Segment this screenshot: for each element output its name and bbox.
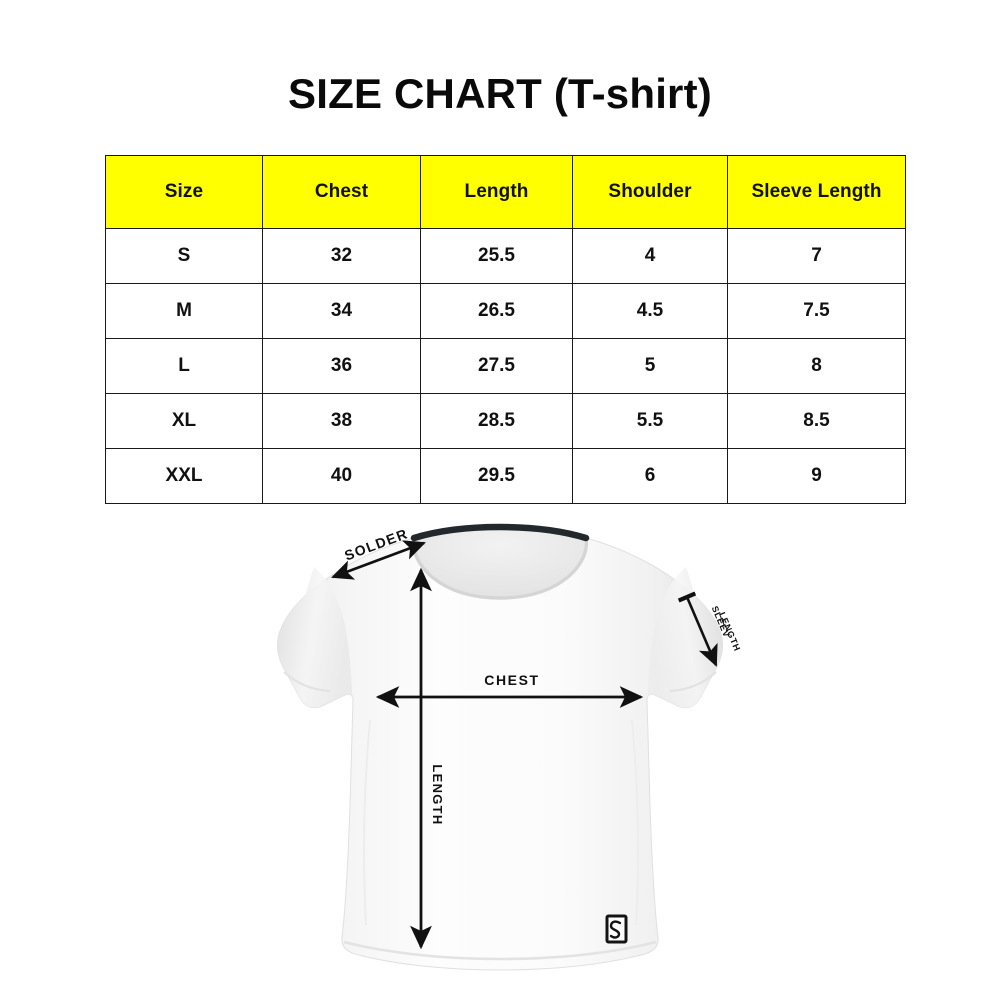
tshirt-neck-back-band bbox=[410, 523, 590, 542]
tshirt-fold-right bbox=[631, 719, 640, 926]
tshirt-left-sleeve-hem bbox=[283, 671, 331, 693]
column-header-chest: Chest bbox=[262, 155, 421, 229]
shoulder-arrow bbox=[331, 540, 426, 580]
cell-shoulder: 5.5 bbox=[572, 393, 728, 449]
cell-sleeve-length: 7 bbox=[727, 228, 906, 284]
cell-length: 26.5 bbox=[420, 283, 573, 339]
table-row: S 32 25.5 4 7 bbox=[105, 228, 906, 284]
size-chart-table: Size Chest Length Shoulder Sleeve Length… bbox=[105, 155, 906, 504]
cell-shoulder: 6 bbox=[572, 448, 728, 504]
cell-size: L bbox=[105, 338, 263, 394]
cell-sleeve-length: 7.5 bbox=[727, 283, 906, 339]
column-header-shoulder: Shoulder bbox=[572, 155, 728, 229]
cell-shoulder: 5 bbox=[572, 338, 728, 394]
cell-shoulder: 4 bbox=[572, 228, 728, 284]
column-header-sleeve-length: Sleeve Length bbox=[727, 155, 906, 229]
cell-sleeve-length: 8 bbox=[727, 338, 906, 394]
column-header-size: Size bbox=[105, 155, 263, 229]
table-row: M 34 26.5 4.5 7.5 bbox=[105, 283, 906, 339]
tshirt-bottom-hem bbox=[343, 940, 657, 961]
table-row: XL 38 28.5 5.5 8.5 bbox=[105, 393, 906, 449]
tshirt-measurement-diagram: SOLDER SLEEV LENGTH LENGTH CHEST bbox=[0, 505, 1000, 1000]
tshirt-collar-opening bbox=[413, 528, 587, 598]
tshirt-left-sleeve bbox=[277, 567, 353, 708]
length-label: LENGTH bbox=[430, 764, 445, 825]
chest-measurement: CHEST bbox=[375, 672, 644, 708]
size-chart-table-container: Size Chest Length Shoulder Sleeve Length… bbox=[105, 155, 906, 504]
length-measurement: LENGTH bbox=[410, 567, 445, 950]
brand-tag-icon bbox=[605, 914, 628, 944]
table-row: XXL 40 29.5 6 9 bbox=[105, 448, 906, 504]
tshirt-illustration: SOLDER SLEEV LENGTH LENGTH CHEST bbox=[277, 523, 743, 971]
cell-chest: 40 bbox=[262, 448, 421, 504]
table-row: L 36 27.5 5 8 bbox=[105, 338, 906, 394]
sleeve-length-arrow bbox=[677, 591, 718, 667]
tshirt-right-sleeve-hem bbox=[669, 671, 717, 693]
cell-chest: 34 bbox=[262, 283, 421, 339]
table-header-row: Size Chest Length Shoulder Sleeve Length bbox=[105, 155, 906, 229]
cell-length: 29.5 bbox=[420, 448, 573, 504]
page-title: SIZE CHART (T-shirt) bbox=[288, 70, 712, 117]
cell-size: XL bbox=[105, 393, 263, 449]
cell-sleeve-length: 9 bbox=[727, 448, 906, 504]
cell-chest: 36 bbox=[262, 338, 421, 394]
cell-length: 28.5 bbox=[420, 393, 573, 449]
cell-size: M bbox=[105, 283, 263, 339]
cell-length: 27.5 bbox=[420, 338, 573, 394]
chest-label: CHEST bbox=[484, 672, 539, 688]
tshirt-fold-left bbox=[362, 719, 371, 926]
cell-size: XXL bbox=[105, 448, 263, 504]
cell-chest: 38 bbox=[262, 393, 421, 449]
column-header-length: Length bbox=[420, 155, 573, 229]
cell-length: 25.5 bbox=[420, 228, 573, 284]
cell-shoulder: 4.5 bbox=[572, 283, 728, 339]
cell-sleeve-length: 8.5 bbox=[727, 393, 906, 449]
cell-size: S bbox=[105, 228, 263, 284]
cell-chest: 32 bbox=[262, 228, 421, 284]
